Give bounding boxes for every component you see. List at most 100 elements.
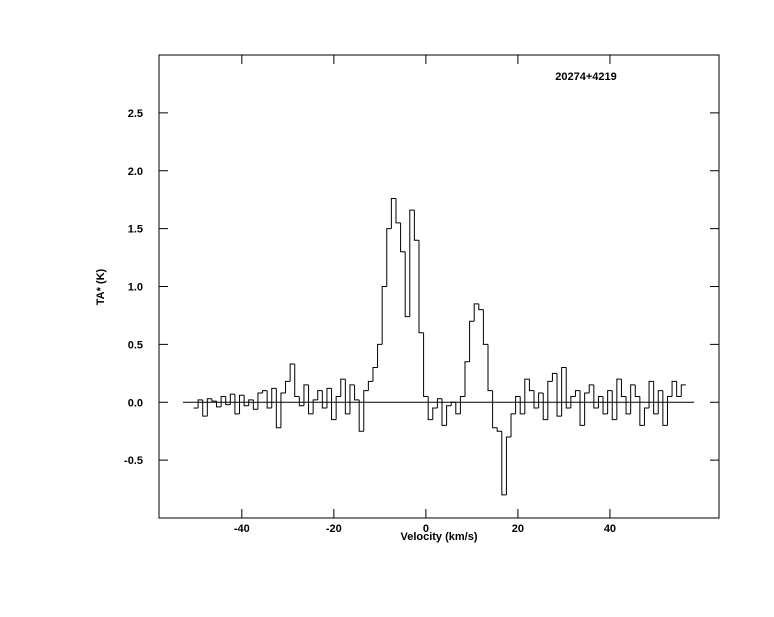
spectrum-channel — [556, 373, 562, 417]
spectrum-channel — [298, 396, 304, 407]
spectrum-channel — [565, 367, 571, 409]
spectrum-channel — [239, 394, 245, 414]
spectrum-channel — [625, 396, 631, 415]
spectrum-channel — [501, 431, 507, 496]
spectrum-channel — [252, 399, 258, 410]
spectrum-channel — [377, 343, 383, 368]
spectrum-channel — [533, 390, 539, 409]
spectrum-channel — [607, 390, 613, 414]
spectrum-channel — [643, 407, 650, 426]
spectrum-channel — [680, 384, 686, 397]
spectrum-channel — [579, 390, 585, 426]
spectrum-channel — [671, 380, 677, 397]
spectrum-channel — [262, 390, 268, 393]
spectrum-channel — [372, 367, 378, 382]
spectrum-channel — [220, 395, 226, 407]
spectrum-channel — [321, 390, 327, 409]
spectrum-channel — [459, 395, 465, 414]
spectrum-channel — [436, 398, 442, 409]
spectrum-channel — [450, 401, 456, 406]
spectrum-channel — [492, 390, 498, 429]
spectrum-channel — [446, 405, 452, 426]
spectrum-channel — [381, 286, 387, 345]
spectrum-channel — [243, 395, 249, 407]
spectrum-channel — [312, 399, 318, 414]
spectrum-channel — [409, 209, 415, 317]
chart-title: 20274+4219 — [555, 71, 616, 83]
spectrum-channel — [505, 436, 512, 495]
spectrum-channel — [593, 384, 599, 409]
spectrum-channel — [206, 398, 212, 417]
spectrum-channel — [354, 384, 360, 401]
x-tick-label: 40 — [604, 523, 616, 535]
spectrum-channel — [473, 303, 479, 322]
spectrum-channel — [588, 384, 594, 393]
y-tick-label: 0.0 — [128, 397, 143, 409]
spectrum-channel — [528, 379, 535, 392]
spectrum-channel — [547, 380, 553, 420]
spectrum-channel — [524, 378, 530, 414]
spectrum-channel — [423, 332, 429, 397]
spectrum-channel — [519, 396, 525, 415]
spectrum-channel — [482, 309, 489, 345]
spectrum-channel — [390, 198, 396, 229]
x-axis-label: Velocity (km/s) — [400, 531, 477, 543]
spectrum-channel — [657, 390, 663, 414]
spectrum-channel — [653, 381, 659, 415]
x-tick-label: 20 — [512, 523, 524, 535]
spectrum-channel — [648, 380, 654, 409]
y-tick-label: 0.5 — [128, 339, 143, 351]
spectrum-channel — [271, 387, 277, 409]
spectrum-channel — [404, 251, 410, 318]
plot-frame — [158, 54, 720, 519]
spectrum-channel — [400, 222, 406, 253]
spectrum-channel — [257, 392, 263, 410]
spectrum-channel — [317, 390, 323, 400]
spectrum-channel — [455, 402, 461, 415]
spectrum-channel — [584, 392, 590, 426]
spectrum-channel — [225, 396, 231, 406]
spectrum-channel — [335, 395, 341, 420]
spectrum-channel — [386, 228, 392, 287]
spectrum-channel — [496, 427, 502, 432]
y-axis-label: TA* (K) — [95, 268, 107, 305]
spectrum-channel — [229, 393, 235, 405]
spectrum-channel — [464, 361, 470, 397]
spectrum-channel — [574, 390, 581, 397]
spectrum-channel — [413, 210, 419, 241]
spectrum-channel — [662, 390, 668, 426]
spectrum-channel — [303, 384, 309, 406]
spectrum-channel — [216, 401, 222, 408]
spectrum-channel — [666, 395, 673, 426]
spectrum-channel — [358, 399, 364, 432]
spectrum-channel — [515, 395, 521, 414]
spectrum-channel — [570, 395, 576, 409]
spectrum-channel — [363, 390, 369, 432]
spectrum-channel — [340, 378, 346, 397]
spectrum-channel — [432, 407, 438, 420]
spectrum-channel — [289, 363, 295, 382]
y-tick-label: 2.0 — [128, 166, 143, 178]
x-tick-label: -40 — [234, 523, 250, 535]
x-tick-label: -20 — [326, 523, 342, 535]
spectrum-channel — [344, 379, 350, 415]
spectrum-channel — [441, 398, 447, 426]
spectrum-channel — [620, 379, 627, 397]
y-tick-label: 2.5 — [128, 108, 143, 120]
spectrum-channel — [634, 384, 640, 397]
spectrum-channel — [211, 398, 217, 402]
x-tick-label: 0 — [423, 523, 429, 535]
spectrum-channel — [630, 384, 636, 414]
spectrum-channel — [597, 395, 604, 409]
spectrum-channel — [616, 378, 622, 420]
spectrum-channel — [676, 381, 682, 397]
spectrum-channel — [331, 388, 337, 421]
spectrum-channel — [234, 394, 240, 415]
y-tick-label: -0.5 — [124, 455, 143, 467]
spectrum-channel — [418, 240, 424, 334]
spectrum-channel — [487, 344, 493, 392]
spectrum-channel — [602, 396, 608, 415]
spectrum-channel — [469, 320, 475, 362]
spectrum-channel — [197, 399, 203, 409]
